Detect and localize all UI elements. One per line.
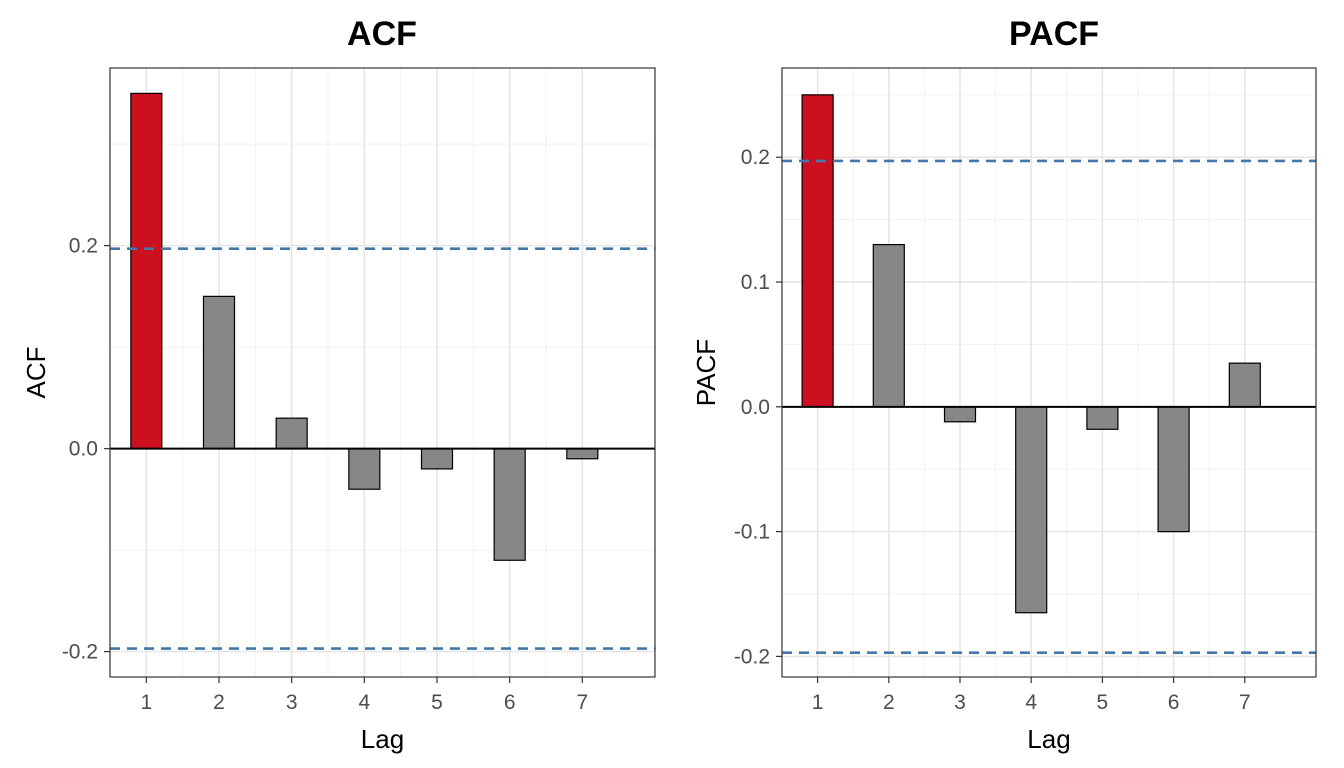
- acf-bar-lag-2: [202, 295, 236, 450]
- acf-x-tick-label: 6: [504, 691, 516, 714]
- acf-panel-border: [109, 67, 656, 678]
- acf-bar-lag-7: [566, 448, 599, 460]
- acf-bar-lag-6: [493, 448, 526, 561]
- acf-bar-lag-5: [420, 448, 454, 470]
- acf-x-tick-label: 1: [140, 691, 152, 714]
- pacf-x-tick-label: 3: [954, 691, 966, 714]
- pacf-x-tick-label: 2: [883, 691, 895, 714]
- pacf-panel: -0.2 -0.1 0.0 0.1 0.2 1 2 3 4 5 6 7 PACF Lag PACF: [691, 15, 1317, 754]
- pacf-bar-lag-7: [1228, 362, 1261, 408]
- pacf-y-tick-label: 0.1: [741, 271, 770, 294]
- acf-y-tick-label: 0.2: [69, 235, 98, 258]
- pacf-x-tick-label: 1: [812, 691, 824, 714]
- acf-bar-lag-1: [130, 92, 163, 450]
- pacf-y-tick-label: 0.2: [741, 146, 770, 169]
- pacf-bar-lag-3: [943, 406, 977, 423]
- pacf-bar-lag-1: [801, 94, 834, 408]
- pacf-x-tick-label: 5: [1097, 691, 1109, 714]
- acf-x-tick-label: 3: [286, 691, 298, 714]
- pacf-x-tick-label: 6: [1168, 691, 1180, 714]
- acf-y-tick-label: -0.2: [62, 641, 98, 664]
- pacf-panel-border: [781, 67, 1317, 678]
- pacf-x-axis-title: Lag: [1027, 724, 1070, 754]
- pacf-bar-lag-6: [1157, 406, 1190, 533]
- acf-x-tick-label: 5: [431, 691, 443, 714]
- pacf-y-tick-label: -0.2: [734, 645, 770, 668]
- acf-y-tick-label: 0.0: [69, 438, 98, 461]
- acf-panel: -0.2 0.0 0.2 1 2 3 4 5 6 7 ACF Lag ACF: [21, 15, 656, 754]
- acf-x-axis-title: Lag: [361, 724, 404, 754]
- acf-y-axis-title: ACF: [21, 347, 51, 399]
- pacf-bar-lag-2: [872, 243, 905, 408]
- pacf-x-tick-label: 4: [1025, 691, 1037, 714]
- pacf-bar-lag-4: [1015, 406, 1048, 614]
- pacf-title: PACF: [1009, 15, 1099, 53]
- pacf-y-tick-label: 0.0: [741, 396, 770, 419]
- pacf-y-tick-label: -0.1: [734, 521, 770, 544]
- acf-bar-lag-3: [275, 417, 308, 450]
- pacf-y-axis-title: PACF: [691, 339, 721, 406]
- pacf-x-tick-label: 7: [1239, 691, 1251, 714]
- acf-x-tick-label: 4: [358, 691, 370, 714]
- acf-x-tick-label: 7: [576, 691, 588, 714]
- pacf-bar-lag-5: [1086, 406, 1119, 430]
- acf-x-tick-label: 2: [213, 691, 225, 714]
- acf-title: ACF: [347, 15, 417, 53]
- acf-bar-lag-4: [348, 448, 381, 490]
